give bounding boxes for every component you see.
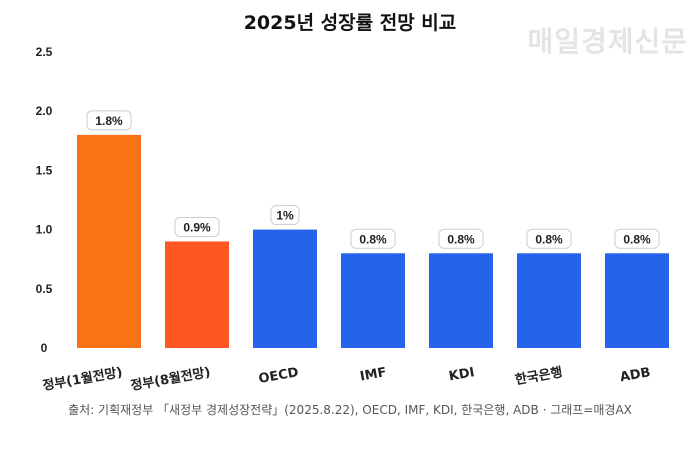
- bar: [605, 253, 669, 348]
- bar: [341, 253, 405, 348]
- bar: [77, 134, 141, 348]
- data-label: 0.9%: [183, 220, 211, 234]
- data-label: 0.8%: [535, 232, 563, 246]
- y-tick-label: 0.5: [36, 282, 53, 296]
- x-tick-label: KDI: [448, 365, 476, 384]
- data-label-box: [350, 228, 396, 249]
- data-label: 0.8%: [447, 232, 475, 246]
- data-label-box: [438, 228, 484, 249]
- data-label-box: [270, 205, 300, 226]
- data-label-box: [174, 216, 220, 237]
- y-tick-label: 1.0: [36, 223, 53, 237]
- data-label-box: [526, 228, 572, 249]
- bar: [517, 253, 581, 348]
- data-label: 1.8%: [95, 114, 123, 128]
- source-note: 출처: 기획재정부 「새정부 경제성장전략」(2025.8.22), OECD,…: [68, 403, 632, 417]
- y-tick-label: 2.5: [36, 45, 53, 59]
- y-tick-label: 0: [41, 341, 48, 355]
- bar: [165, 241, 229, 348]
- data-label: 0.8%: [359, 232, 387, 246]
- x-tick-label: ADB: [619, 365, 652, 385]
- data-label-box: [86, 110, 132, 131]
- x-tick-label: OECD: [257, 365, 299, 387]
- x-tick-label: 정부(8월전망): [129, 364, 211, 394]
- y-tick-label: 2.0: [36, 104, 53, 118]
- bar: [429, 253, 493, 348]
- y-tick-label: 1.5: [36, 163, 53, 177]
- x-tick-label: 한국은행: [514, 364, 564, 388]
- bar: [253, 229, 317, 348]
- x-tick-label: 정부(1월전망): [41, 364, 123, 394]
- data-label: 1%: [276, 209, 294, 223]
- data-label: 0.8%: [623, 232, 651, 246]
- x-tick-label: IMF: [359, 365, 388, 384]
- chart-title: 2025년 성장률 전망 비교: [243, 12, 457, 34]
- data-label-box: [614, 228, 660, 249]
- watermark-logo: 매일경제신문: [527, 25, 688, 58]
